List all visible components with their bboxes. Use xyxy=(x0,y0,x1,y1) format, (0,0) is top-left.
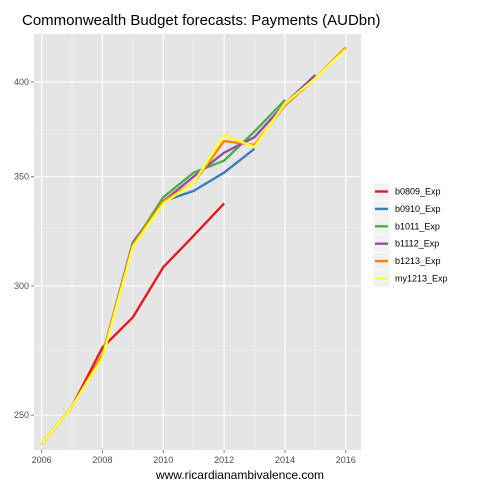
legend-label: b0809_Exp xyxy=(395,187,441,197)
y-tick-label: 300 xyxy=(14,281,29,291)
legend-item: b0809_Exp xyxy=(372,182,441,201)
y-axis: 250 300 350 400 xyxy=(14,77,34,420)
y-tick-label: 250 xyxy=(14,410,29,420)
x-tick-label: 2010 xyxy=(153,455,173,465)
y-tick-label: 400 xyxy=(14,77,29,87)
x-tick-label: 2012 xyxy=(214,455,234,465)
legend-label: b1213_Exp xyxy=(395,256,441,266)
legend-item: b0910_Exp xyxy=(372,200,441,218)
chart-title: Commonwealth Budget forecasts: Payments … xyxy=(22,12,380,29)
x-tick-label: 2008 xyxy=(92,455,112,465)
x-tick-label: 2016 xyxy=(336,455,356,465)
x-tick-label: 2014 xyxy=(275,455,295,465)
legend: b0809_Exp b0910_Exp b1011_Exp b1112_Exp b121… xyxy=(372,182,448,288)
grid-major xyxy=(34,34,361,450)
legend-label: b1112_Exp xyxy=(395,239,439,249)
legend-label: my1213_Exp xyxy=(395,274,448,284)
x-axis-label: www.ricardianambivalence.com xyxy=(155,468,324,480)
legend-label: b1011_Exp xyxy=(395,221,440,231)
x-axis: 2006 2008 2010 2012 2014 2016 xyxy=(32,450,356,465)
x-tick-label: 2006 xyxy=(32,455,52,465)
legend-item: b1112_Exp xyxy=(372,234,439,253)
series-lines xyxy=(40,46,347,445)
legend-item: b1213_Exp xyxy=(372,252,441,270)
legend-item: my1213_Exp xyxy=(372,269,448,288)
legend-item: b1011_Exp xyxy=(372,217,440,236)
series-line-my1213-exp xyxy=(40,48,347,445)
y-tick-label: 350 xyxy=(14,172,29,182)
legend-label: b0910_Exp xyxy=(395,204,441,214)
